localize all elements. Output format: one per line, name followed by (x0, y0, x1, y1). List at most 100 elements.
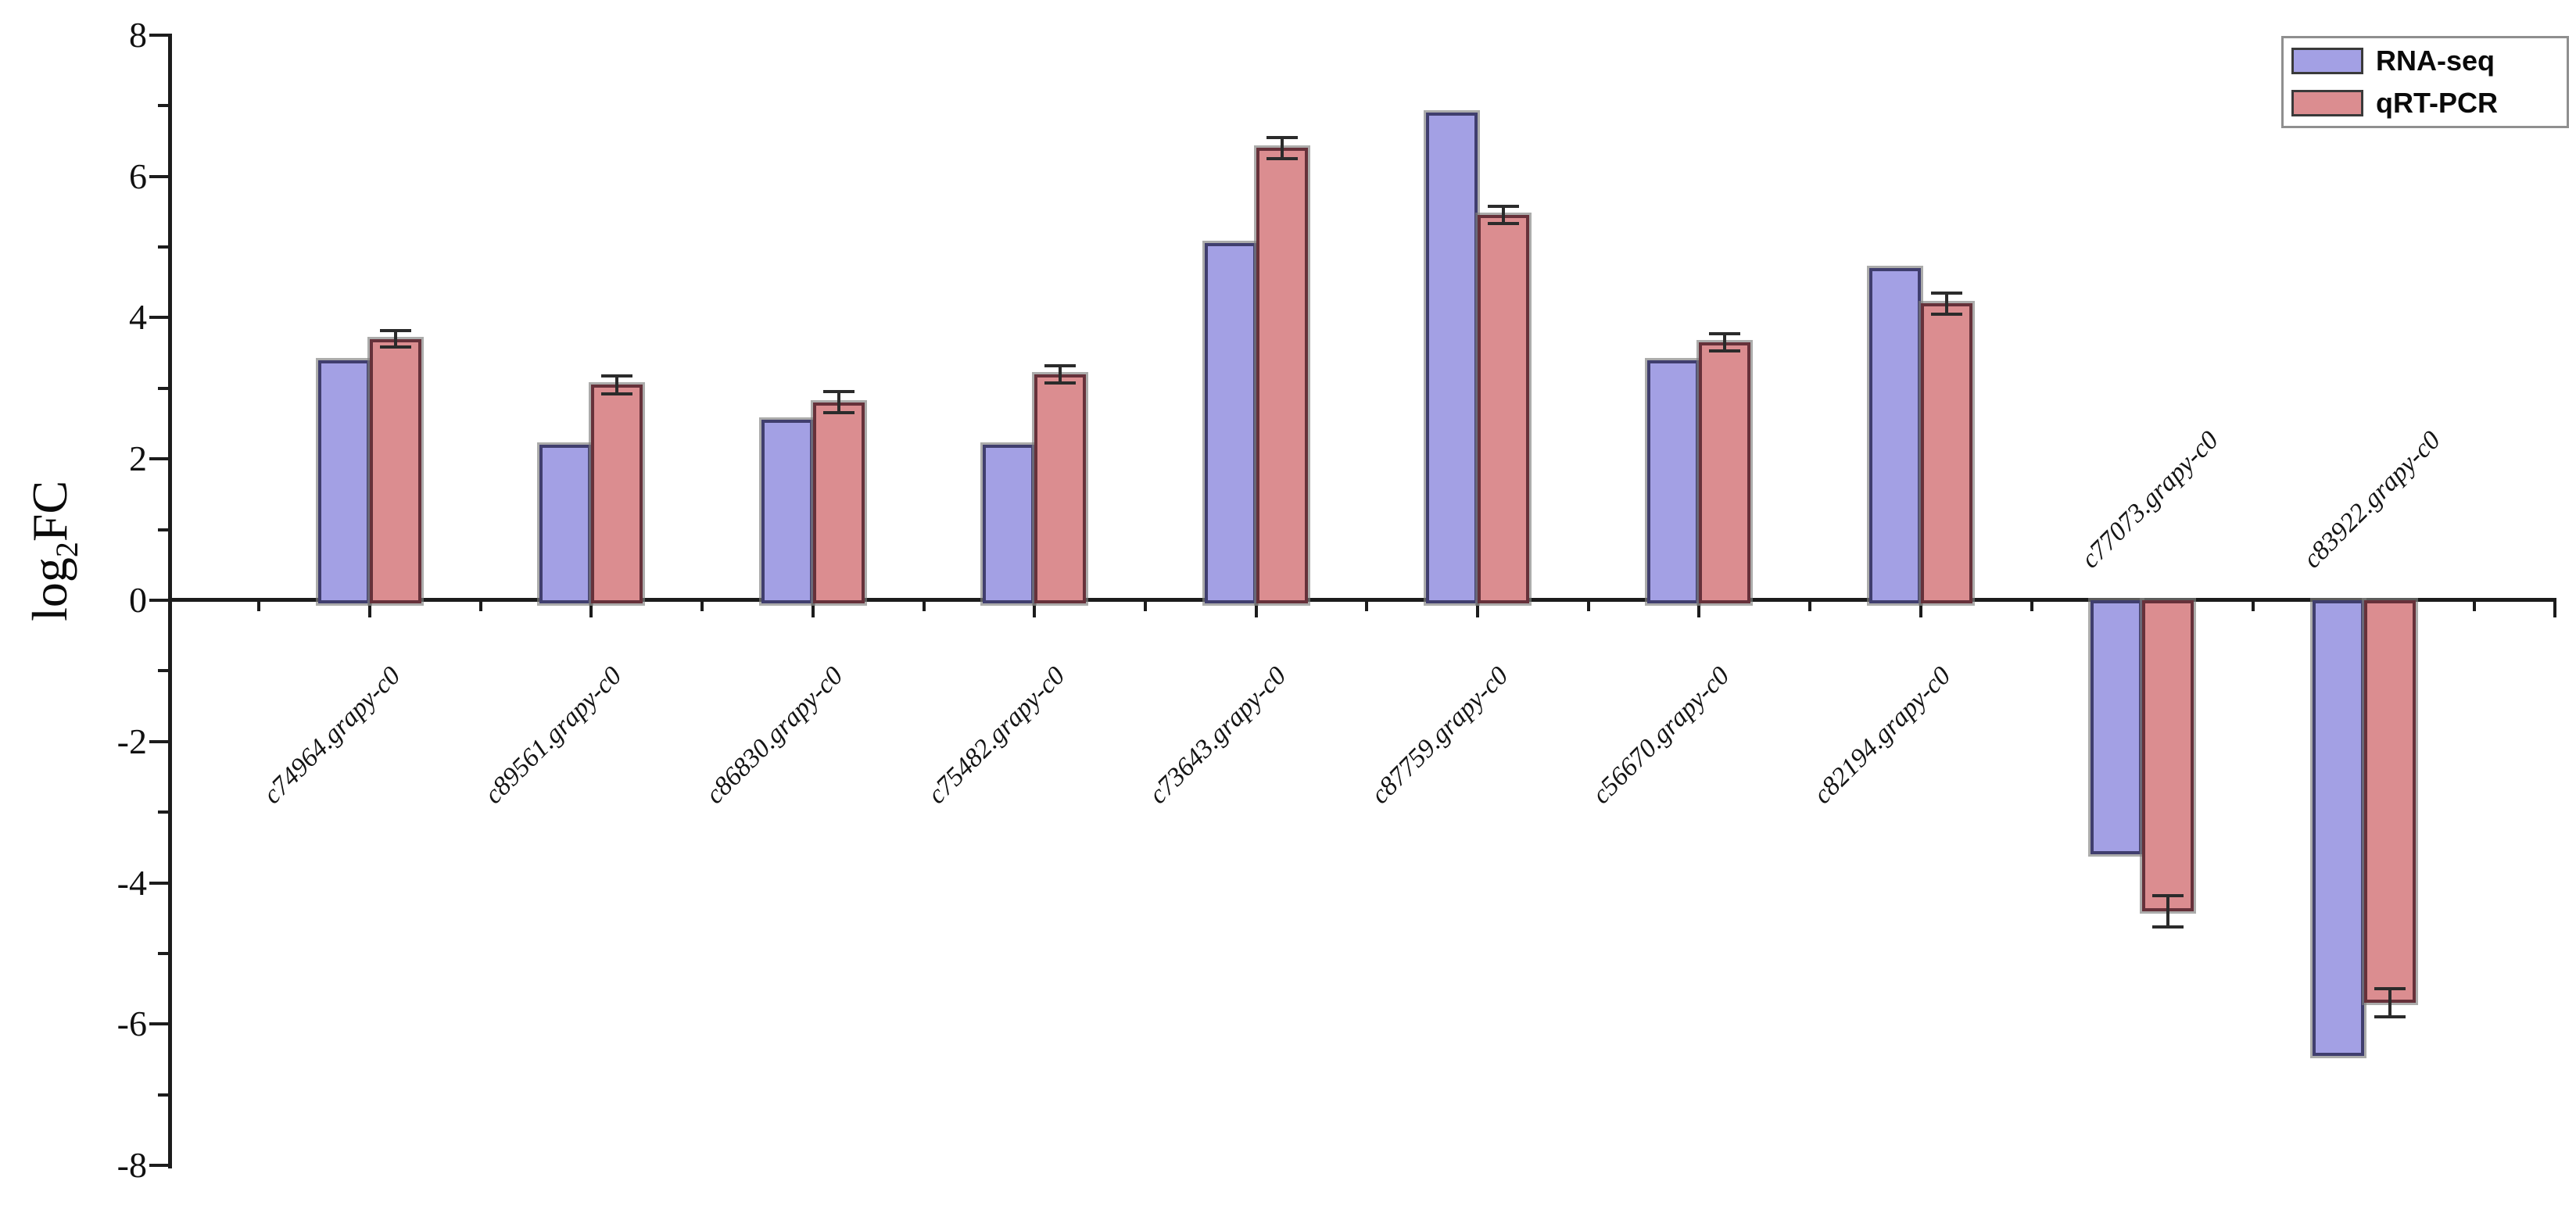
rna-seq-bar (2312, 600, 2364, 1057)
y-major-tick (149, 457, 168, 461)
x-category-label: c86830.grapy-c0 (700, 661, 849, 810)
y-major-tick (149, 174, 168, 178)
x-minor-tick (257, 602, 261, 611)
qrt-pcr-bar (370, 338, 421, 603)
error-bar-cap-top (1266, 135, 1298, 139)
y-tick-label: -4 (116, 862, 147, 903)
qrt-pcr-bar (1256, 148, 1308, 603)
y-tick-label: -2 (116, 721, 147, 761)
error-bar-cap-bottom (380, 345, 411, 349)
error-bar-cap-top (380, 328, 411, 332)
error-bar-cap-bottom (1488, 222, 1519, 226)
legend: RNA-seq qRT-PCR (2281, 36, 2569, 128)
qrt-pcr-bar (2142, 600, 2194, 911)
rna-seq-swatch-icon (2291, 48, 2363, 74)
x-category-label: c77073.grapy-c0 (2076, 425, 2225, 574)
y-tick-label: 6 (129, 156, 147, 196)
qrt-pcr-bar (812, 402, 865, 603)
error-bar (2388, 989, 2391, 1018)
legend-item-qrt-pcr: qRT-PCR (2291, 86, 2559, 120)
x-minor-tick (1143, 602, 1147, 611)
error-bar-cap-top (2152, 893, 2184, 897)
y-minor-tick (158, 810, 168, 814)
x-major-tick (1476, 602, 1479, 617)
x-minor-tick (2251, 602, 2255, 611)
error-bar-cap-bottom (1930, 312, 1962, 316)
x-major-tick (368, 602, 371, 617)
x-minor-tick (1808, 602, 1812, 611)
error-bar-cap-bottom (822, 411, 854, 415)
y-major-tick (149, 33, 168, 37)
y-tick-label: 0 (129, 580, 147, 620)
legend-label-qrt-pcr: qRT-PCR (2376, 87, 2498, 119)
x-category-label: c75482.grapy-c0 (922, 661, 1071, 810)
y-major-tick (149, 599, 168, 602)
x-category-label: c87759.grapy-c0 (1365, 661, 1514, 810)
x-category-label: c56670.grapy-c0 (1586, 661, 1736, 810)
rna-seq-bar (761, 420, 813, 603)
x-major-tick (1033, 602, 1037, 617)
y-tick-label: 8 (129, 14, 147, 55)
error-bar-cap-bottom (1266, 157, 1298, 160)
y-minor-tick (158, 669, 168, 673)
rna-seq-bar (318, 360, 370, 603)
rna-seq-bar (983, 445, 1035, 603)
y-minor-tick (158, 528, 168, 531)
error-bar-cap-top (1044, 363, 1077, 367)
y-major-tick (149, 739, 168, 743)
x-category-label: c73643.grapy-c0 (1144, 661, 1292, 810)
error-bar (2166, 895, 2170, 927)
qrt-pcr-bar (1920, 303, 1972, 603)
error-bar (1723, 334, 1727, 351)
x-major-tick (1254, 602, 1258, 617)
error-bar-cap-bottom (2374, 1015, 2406, 1019)
error-bar (1944, 292, 1948, 314)
y-minor-tick (158, 1093, 168, 1097)
error-bar (1502, 206, 1505, 224)
error-bar-cap-top (601, 374, 633, 377)
error-bar-cap-bottom (1044, 381, 1077, 385)
rna-seq-bar (1868, 268, 1921, 603)
rna-seq-bar (1204, 243, 1256, 603)
y-tick-label: -8 (116, 1145, 147, 1186)
x-minor-tick (1586, 602, 1590, 611)
rna-seq-bar (1426, 113, 1478, 603)
error-bar-cap-top (822, 390, 854, 394)
y-minor-tick (158, 245, 168, 249)
y-major-tick (149, 881, 168, 885)
x-minor-tick (2473, 602, 2477, 611)
legend-label-rna-seq: RNA-seq (2376, 45, 2495, 77)
x-major-tick (811, 602, 815, 617)
x-major-tick (589, 602, 593, 617)
error-bar-cap-top (1709, 332, 1741, 336)
x-category-label: c82194.grapy-c0 (1808, 661, 1957, 810)
x-major-tick (1697, 602, 1701, 617)
x-category-label: c74964.grapy-c0 (257, 661, 407, 810)
qrt-pcr-swatch-icon (2291, 90, 2363, 116)
rna-seq-bar (539, 445, 592, 603)
rna-seq-bar (1647, 360, 1700, 603)
error-bar (837, 392, 840, 413)
y-tick-label: 4 (129, 297, 147, 338)
x-minor-tick (922, 602, 926, 611)
x-minor-tick (2030, 602, 2033, 611)
y-minor-tick (158, 104, 168, 108)
qrt-pcr-bar (591, 385, 643, 603)
qrt-pcr-bar (1034, 374, 1087, 603)
error-bar (615, 375, 619, 395)
y-tick-label: -6 (116, 1004, 147, 1044)
y-major-tick (149, 1164, 168, 1168)
error-bar (394, 330, 397, 348)
x-axis-end-tick (2553, 602, 2556, 617)
y-minor-tick (158, 386, 168, 390)
y-tick-label: 2 (129, 438, 147, 479)
x-major-tick (1919, 602, 1922, 617)
qrt-pcr-bar (2363, 600, 2416, 1004)
error-bar-cap-top (1930, 291, 1962, 295)
y-minor-tick (158, 952, 168, 955)
qrt-pcr-bar (1699, 342, 1751, 603)
error-bar-cap-top (1488, 205, 1519, 209)
x-minor-tick (1365, 602, 1369, 611)
